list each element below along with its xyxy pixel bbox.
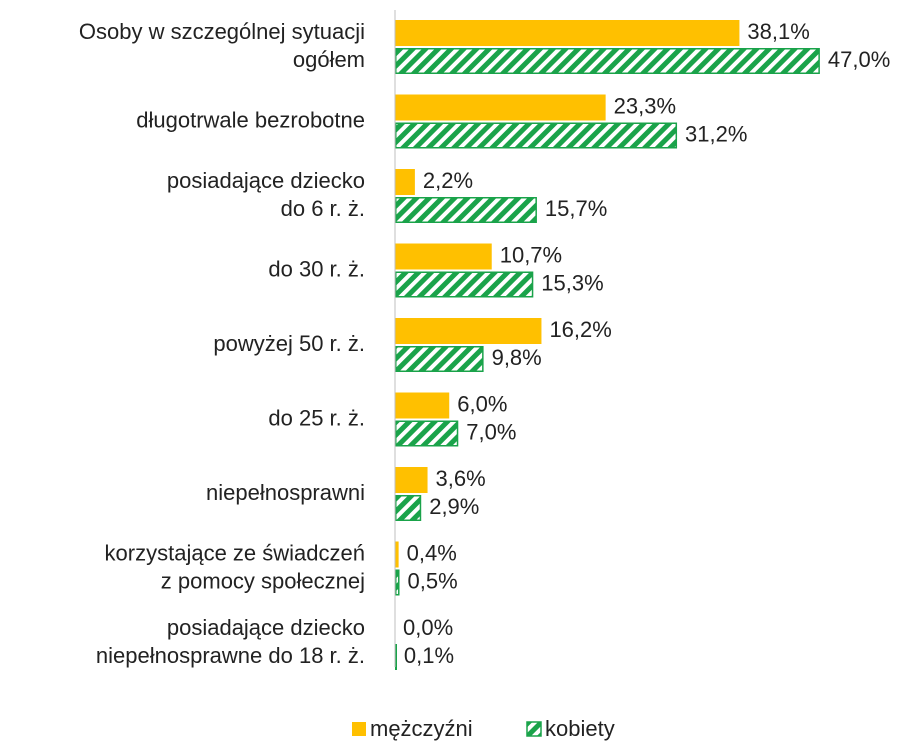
value-label: 23,3% xyxy=(614,93,676,118)
category-label: długotrwale bezrobotne xyxy=(136,107,365,132)
category-label: niepełnosprawni xyxy=(206,480,365,505)
bar xyxy=(395,569,400,596)
bar xyxy=(395,243,492,270)
bar xyxy=(395,197,537,223)
bar xyxy=(395,467,428,493)
category-label: do 30 r. ż. xyxy=(268,256,365,281)
bar xyxy=(395,169,415,195)
bar xyxy=(395,420,459,447)
value-label: 2,2% xyxy=(423,168,473,193)
value-label: 7,0% xyxy=(466,419,516,444)
value-label: 15,3% xyxy=(541,270,603,295)
category-label: do 25 r. ż. xyxy=(268,405,365,430)
value-label: 10,7% xyxy=(500,242,562,267)
bar xyxy=(395,392,450,419)
value-label: 31,2% xyxy=(685,121,747,146)
bar xyxy=(395,346,484,372)
legend-swatch xyxy=(352,722,366,736)
bar xyxy=(395,122,678,149)
category-label: Osoby w szczególnej sytuacji ogółem xyxy=(79,19,365,72)
bar xyxy=(395,318,542,344)
value-label: 2,9% xyxy=(429,494,479,519)
legend-label: kobiety xyxy=(545,716,615,741)
bar xyxy=(395,495,422,521)
value-label: 38,1% xyxy=(747,19,809,44)
category-label: korzystające ze świadczeń z pomocy społec… xyxy=(105,540,365,593)
legend-label: mężczyźni xyxy=(370,716,473,741)
value-label: 15,7% xyxy=(545,196,607,221)
bar xyxy=(395,644,397,670)
category-label: posiadające dziecko niepełnosprawne do 18… xyxy=(96,615,365,668)
category-label: posiadające dziecko do 6 r. ż. xyxy=(167,168,365,221)
bar xyxy=(395,271,534,298)
category-label: powyżej 50 r. ż. xyxy=(213,331,365,356)
value-label: 16,2% xyxy=(549,317,611,342)
legend-swatch xyxy=(526,721,542,737)
bar xyxy=(395,20,740,46)
value-label: 47,0% xyxy=(828,47,890,72)
bar xyxy=(395,94,606,121)
value-label: 0,1% xyxy=(404,643,454,668)
value-label: 0,5% xyxy=(408,568,458,593)
value-label: 0,4% xyxy=(407,540,457,565)
value-label: 0,0% xyxy=(403,615,453,640)
value-label: 3,6% xyxy=(436,466,486,491)
bar xyxy=(395,541,399,568)
value-label: 9,8% xyxy=(492,345,542,370)
value-label: 6,0% xyxy=(457,391,507,416)
bar xyxy=(395,48,820,74)
